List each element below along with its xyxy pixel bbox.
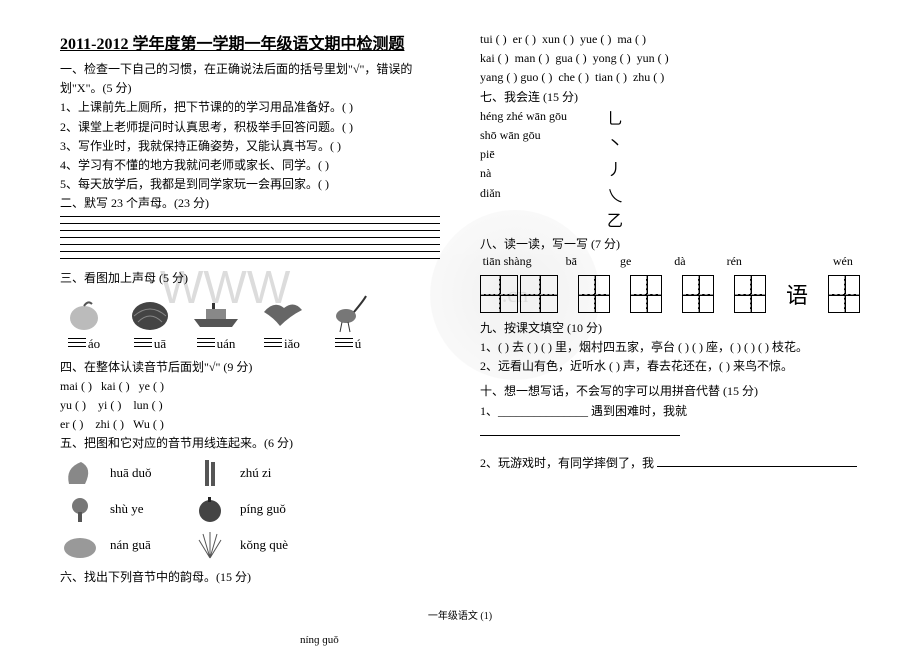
sec10-line: 2、玩游戏时，有同学摔倒了，我	[480, 452, 860, 473]
apple-icon	[190, 492, 230, 526]
match-label: kǒng què	[240, 537, 310, 553]
match-row: huā duǒ zhú zi	[60, 456, 440, 490]
match-label: píng guǒ	[240, 501, 310, 517]
match-label: diǎn	[480, 184, 567, 203]
stroke-glyph: 乙	[607, 209, 623, 235]
stroke-glyph: 丿	[607, 158, 623, 184]
pinyin-cell: uán	[192, 336, 240, 352]
sec3-heading: 三、看图加上声母 (5 分)	[60, 269, 440, 288]
match-label: shù ye	[110, 501, 180, 517]
char-grid	[682, 275, 714, 313]
char-grid	[828, 275, 860, 313]
match-label: huā duǒ	[110, 465, 180, 481]
sec9-line: 1、( ) 去 ( ) ( ) 里，烟村四五家，亭台 ( ) ( ) 座，( )…	[480, 338, 860, 357]
match-label: héng zhé wān gōu	[480, 107, 567, 126]
answer-blank	[657, 452, 857, 467]
peacock-icon	[190, 528, 230, 562]
sec8-grids: 语	[480, 275, 860, 313]
sec3-pinyin-row: áo uā uán iǎo ú	[60, 336, 440, 352]
sec10-heading: 十、想一想写话，不会写的字可以用拼音代替 (15 分)	[480, 382, 860, 401]
sec6-heading: 六、找出下列音节中的韵母。(15 分)	[60, 568, 440, 587]
watermelon-icon	[126, 294, 174, 334]
sec9-heading: 九、按课文填空 (10 分)	[480, 319, 860, 338]
answer-blank	[480, 421, 680, 436]
stray-text: nínɡ ɡuǒ	[300, 634, 339, 646]
sec4-row: er ( ) zhi ( ) Wu ( )	[60, 415, 440, 434]
page: 2011-2012 学年度第一学期一年级语文期中检测题 一、检查一下自己的习惯，…	[0, 0, 920, 597]
pinyin-cell: iǎo	[258, 336, 306, 352]
char-grid	[578, 275, 610, 313]
match-label: piē	[480, 145, 567, 164]
flower-icon	[60, 492, 100, 526]
sec6-row: kai ( ) man ( ) gua ( ) yong ( ) yun ( )	[480, 49, 860, 68]
sec1-item: 4、学习有不懂的地方我就问老师或家长、同学。( )	[60, 156, 440, 175]
char-grid	[520, 275, 558, 313]
sec1-item: 1、上课前先上厕所，把下节课的的学习用品准备好。( )	[60, 98, 440, 117]
bird-icon	[258, 294, 306, 334]
writing-lines	[60, 216, 440, 265]
sec8-pinyin: tiān shàng bā ge dà rén wén	[480, 254, 860, 269]
match-label: zhú zi	[240, 465, 310, 481]
stroke-glyph: 乚	[607, 107, 623, 133]
sec7-right: 乚 丶 丿 乀 乙	[607, 107, 623, 235]
sec7-heading: 七、我会连 (15 分)	[480, 88, 860, 107]
ship-icon	[192, 294, 240, 334]
match-label: shō wān gōu	[480, 126, 567, 145]
pinyin-cell: ú	[324, 336, 372, 352]
match-label: nà	[480, 164, 567, 183]
match-label: nán guā	[110, 537, 180, 553]
page-title: 2011-2012 学年度第一学期一年级语文期中检测题	[60, 30, 440, 54]
bamboo-icon	[190, 456, 230, 490]
char-grid	[630, 275, 662, 313]
sec7-left: héng zhé wān gōu shō wān gōu piē nà diǎn	[480, 107, 567, 235]
sec6-row: yang ( ) guo ( ) che ( ) tian ( ) zhu ( …	[480, 68, 860, 87]
sec6-row: tui ( ) er ( ) xun ( ) yue ( ) ma ( )	[480, 30, 860, 49]
sec10-line: 1、_______________ 遇到困难时，我就	[480, 402, 860, 442]
stroke-glyph: 乀	[607, 184, 623, 210]
sec9-line: 2、远看山有色，近听水 ( ) 声，春去花还在，( ) 来鸟不惊。	[480, 357, 860, 376]
sec3-images	[60, 294, 440, 334]
leaf-icon	[60, 456, 100, 490]
stroke-glyph: 丶	[607, 132, 623, 158]
sec5-heading: 五、把图和它对应的音节用线连起来。(6 分)	[60, 434, 440, 453]
char-grid	[734, 275, 766, 313]
sec1-item: 2、课堂上老师提问时认真思考，积极举手回答问题。( )	[60, 118, 440, 137]
page-footer: 一年级语文 (1)	[0, 607, 920, 622]
sec1-item: 3、写作业时，我就保持正确姿势，又能认真书写。( )	[60, 137, 440, 156]
pinyin-cell: áo	[60, 336, 108, 352]
sec8-heading: 八、读一读，写一写 (7 分)	[480, 235, 860, 254]
peach-icon	[60, 294, 108, 334]
sec2-heading: 二、默写 23 个声母。(23 分)	[60, 194, 440, 213]
char-grid	[480, 275, 518, 313]
pumpkin-icon	[60, 528, 100, 562]
sec4-heading: 四、在整体认读音节后面划"√" (9 分)	[60, 358, 440, 377]
left-column: 2011-2012 学年度第一学期一年级语文期中检测题 一、检查一下自己的习惯，…	[60, 30, 440, 587]
sec1-item: 5、每天放学后，我都是到同学家玩一会再回家。( )	[60, 175, 440, 194]
right-column: tui ( ) er ( ) xun ( ) yue ( ) ma ( ) ka…	[480, 30, 860, 587]
pinyin-cell: uā	[126, 336, 174, 352]
char-yu: 语	[786, 278, 808, 310]
sec4-row: mai ( ) kai ( ) ye ( )	[60, 377, 440, 396]
crane-icon	[324, 294, 372, 334]
match-row: shù ye píng guǒ	[60, 492, 440, 526]
match-row: nán guā kǒng què	[60, 528, 440, 562]
sec1-heading: 一、检查一下自己的习惯，在正确说法后面的括号里划"√"，错误的划"X"。(5 分…	[60, 60, 440, 98]
sec4-row: yu ( ) yi ( ) lun ( )	[60, 396, 440, 415]
